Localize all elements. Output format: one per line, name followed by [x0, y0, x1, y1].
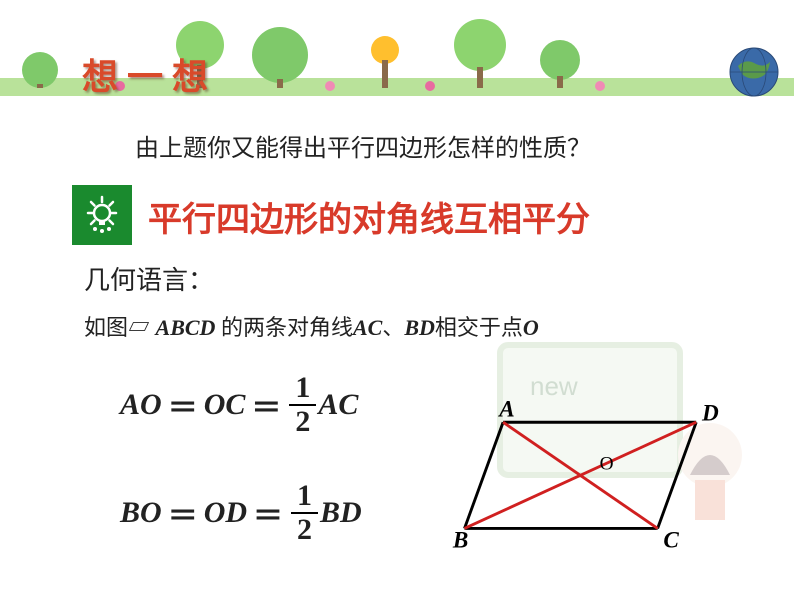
question-text: 由上题你又能得出平行四边形怎样的性质？	[135, 128, 591, 163]
svg-text:D: D	[701, 400, 719, 426]
svg-text:A: A	[497, 400, 514, 422]
given-statement: 如图▱ ABCD 的两条对角线AC、BD相交于点O	[84, 310, 539, 342]
equation-ao-oc: AO ＝ OC ＝ 1 2 AC	[120, 372, 358, 437]
theorem-text: 平行四边形的对角线互相平分	[148, 192, 590, 241]
globe-icon	[728, 46, 780, 98]
slide-title: 想 一 想	[82, 48, 208, 100]
parallelogram-diagram: A D B C O	[450, 400, 730, 570]
geometry-language-label: 几何语言：	[84, 260, 214, 297]
svg-text:new: new	[530, 371, 578, 401]
svg-text:B: B	[452, 528, 468, 554]
svg-text:O: O	[600, 454, 614, 475]
lightbulb-icon	[72, 185, 132, 245]
equation-bo-od: BO ＝ OD ＝ 1 2 BD	[120, 480, 362, 545]
svg-text:C: C	[663, 528, 679, 554]
